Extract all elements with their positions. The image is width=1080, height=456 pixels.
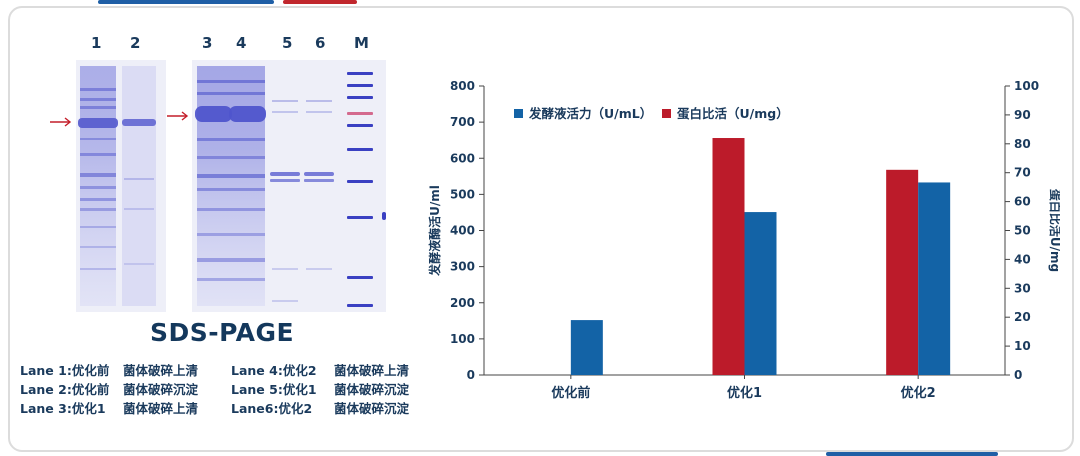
y-tick-label-right: 90 [1014, 108, 1031, 122]
top-accent-bar-blue [98, 0, 274, 4]
legend-swatch-specific-activity [662, 109, 671, 118]
lane-number-1: 1 [91, 34, 102, 52]
y-tick-label-right: 100 [1014, 79, 1039, 93]
lane-legend-3: Lane 3:优化1 菌体破碎上清 [20, 401, 199, 416]
y-tick-label-right: 60 [1014, 195, 1031, 209]
top-accent-bar-red [283, 0, 357, 4]
lane-number-6: 6 [315, 34, 326, 52]
lane-number-3: 3 [202, 34, 213, 52]
legend-label-specific-activity: 蛋白比活（U/mg） [677, 106, 789, 121]
lane-legend-4: Lane 4:优化2 菌体破碎上清 [231, 363, 410, 378]
y-tick-label-right: 10 [1014, 339, 1031, 353]
y-tick-label-left: 700 [450, 115, 475, 129]
lane-number-4: 4 [236, 34, 247, 52]
y-axis-title-right: 蛋白比活U/mg [1048, 189, 1060, 272]
x-tick-label: 优化前 [551, 385, 590, 401]
activity-bar-chart: 0 100 200 300 400 500 600 700 800 0 10 20 30 40 50 60 70… [427, 79, 1060, 401]
legend-label-broth-activity: 发酵液活力（U/mL） [528, 106, 652, 121]
band-arrow-right [167, 111, 189, 121]
bottom-accent-bar-blue [826, 452, 998, 456]
y-tick-label-left: 200 [450, 296, 475, 310]
lane-number-marker: M [354, 34, 369, 52]
y-tick-label-right: 30 [1014, 281, 1031, 295]
lane-legend-6: Lane6:优化2 菌体破碎沉淀 [231, 401, 410, 416]
lane-number-2: 2 [130, 34, 141, 52]
y-axis-title-left: 发酵液酶活U/ml [427, 185, 442, 277]
y-tick-label-left: 0 [467, 368, 475, 382]
y-tick-label-left: 300 [450, 260, 475, 274]
bar-broth-activity [570, 320, 603, 375]
gel-title: SDS-PAGE [150, 318, 295, 347]
bar-broth-activity [918, 182, 951, 375]
y-tick-label-left: 800 [450, 79, 475, 93]
lane-legend-1: Lane 1:优化前 菌体破碎上清 [20, 363, 199, 378]
bar-specific-activity [886, 169, 919, 375]
bar-broth-activity [744, 212, 777, 375]
y-tick-label-left: 400 [450, 224, 475, 238]
y-tick-label-left: 100 [450, 332, 475, 346]
y-tick-label-left: 600 [450, 151, 475, 165]
y-tick-label-right: 40 [1014, 252, 1031, 266]
x-tick-label: 优化1 [727, 385, 762, 401]
y-tick-label-left: 500 [450, 187, 475, 201]
sds-page-gel-image [50, 60, 386, 312]
y-tick-label-right: 20 [1014, 310, 1031, 324]
lane-legend-2: Lane 2:优化前 菌体破碎沉淀 [20, 382, 199, 397]
y-tick-label-right: 70 [1014, 166, 1031, 180]
y-tick-label-right: 0 [1014, 368, 1022, 382]
legend-swatch-broth-activity [514, 109, 523, 118]
x-tick-label: 优化2 [901, 385, 936, 401]
y-tick-label-right: 50 [1014, 224, 1031, 238]
bar-specific-activity [712, 138, 745, 375]
lane-number-5: 5 [282, 34, 293, 52]
lane-legend-5: Lane 5:优化1 菌体破碎沉淀 [231, 382, 410, 397]
band-arrow-left [50, 117, 72, 127]
y-tick-label-right: 80 [1014, 137, 1031, 151]
